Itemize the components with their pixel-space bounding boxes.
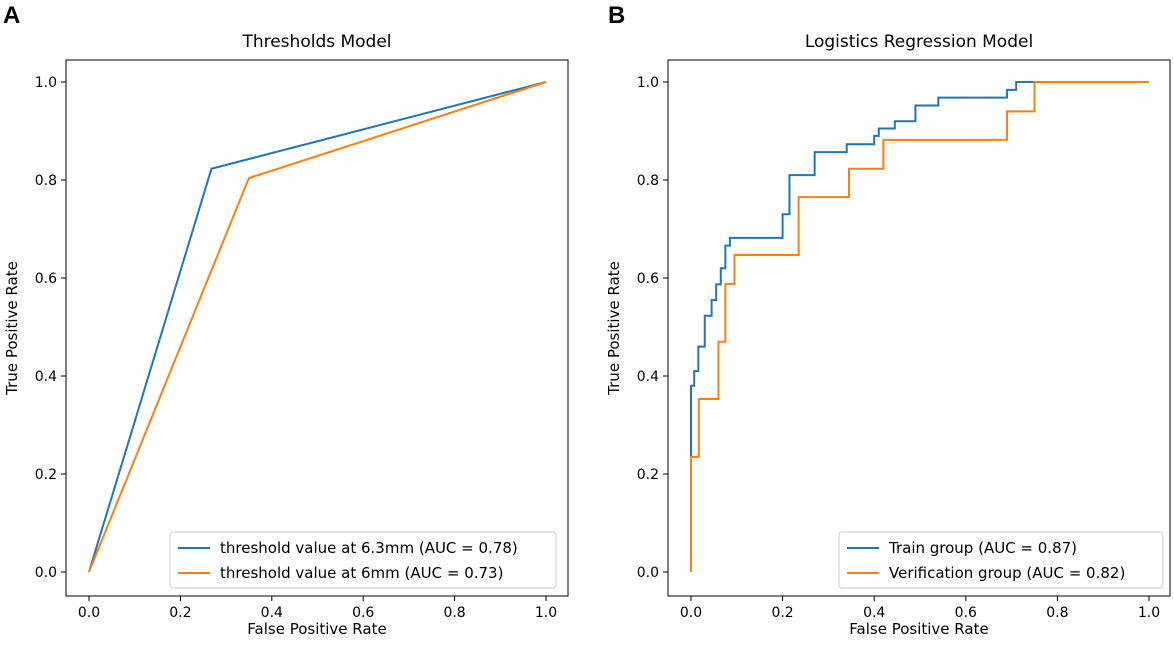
panel-a-x-axis-label: False Positive Rate (247, 620, 386, 638)
panel-a-plot-frame (65, 59, 569, 597)
panel-b-legend (838, 531, 1164, 589)
panel-a-letter: A (3, 2, 20, 29)
panel-b-x-tick-label: 0.6 (955, 605, 977, 621)
panel-b-plot: 0.0 0.2 0.4 0.6 0.8 1.0 0.0 0.2 0.4 0.6 0.8 1.0 Trai… (637, 59, 1171, 621)
panel-b-x-tick-label: 1.0 (1138, 605, 1160, 621)
panel-b-y-tick-label: 0.6 (637, 271, 659, 287)
panel-a-x-tick-label: 0.0 (78, 605, 100, 621)
panel-b-letter: B (608, 2, 625, 29)
panel-a-x-tick-label: 0.2 (169, 605, 191, 621)
panel-b-x-tick-label: 0.8 (1046, 605, 1068, 621)
panel-a-y-tick-label: 0.4 (35, 369, 57, 385)
panel-a-legend-entry-1: threshold value at 6.3mm (AUC = 0.78) (220, 539, 518, 557)
panel-a-plot: 0.0 0.2 0.4 0.6 0.8 1.0 0.0 0.2 0.4 0.6 0.8 1.0 thre… (35, 59, 569, 621)
panel-b-y-tick-label: 0.2 (637, 467, 659, 483)
panel-a-y-tick-label: 0.6 (35, 271, 57, 287)
panel-b-series-line-2 (690, 81, 1149, 572)
panel-b-plot-frame (667, 59, 1171, 597)
panel-a-series-line-2 (88, 81, 547, 573)
panel-a-y-tick-label: 0.2 (35, 467, 57, 483)
panel-a-x-tick-label: 0.6 (352, 605, 374, 621)
panel-b-y-tick-label: 1.0 (637, 75, 659, 91)
panel-b-series-line-1 (690, 81, 1149, 572)
panel-b-x-tick-label: 0.4 (863, 605, 885, 621)
panel-a-y-tick-label: 1.0 (35, 75, 57, 91)
panel-a-legend (169, 531, 557, 589)
panel-b-legend-entry-1: Train group (AUC = 0.87) (888, 539, 1077, 557)
panel-a-x-tick-label: 1.0 (535, 605, 557, 621)
panel-b-legend-entry-2: Verification group (AUC = 0.82) (889, 564, 1125, 582)
panel-b-y-tick-label: 0.8 (637, 173, 659, 189)
panel-b-x-axis-label: False Positive Rate (849, 620, 988, 638)
panel-a-x-tick-label: 0.4 (261, 605, 283, 621)
panel-a-legend-entry-2: threshold value at 6mm (AUC = 0.73) (220, 564, 503, 582)
panel-a-x-tick-label: 0.8 (443, 605, 465, 621)
panel-a-y-axis-label: True Positive Rate (3, 261, 21, 396)
panel-b-y-axis-label: True Positive Rate (605, 261, 623, 396)
panel-a-y-tick-label: 0.8 (35, 173, 57, 189)
panel-b-y-tick-label: 0.4 (637, 369, 659, 385)
panel-b-y-tick-label: 0.0 (637, 565, 659, 581)
panel-a-y-tick-label: 0.0 (35, 565, 57, 581)
panel-b-x-tick-label: 0.2 (771, 605, 793, 621)
panel-a-series-line-1 (88, 81, 547, 573)
panel-b-x-tick-label: 0.0 (680, 605, 702, 621)
panel-a-title: Thresholds Model (241, 32, 391, 52)
panel-b-title: Logistics Regression Model (805, 32, 1033, 52)
